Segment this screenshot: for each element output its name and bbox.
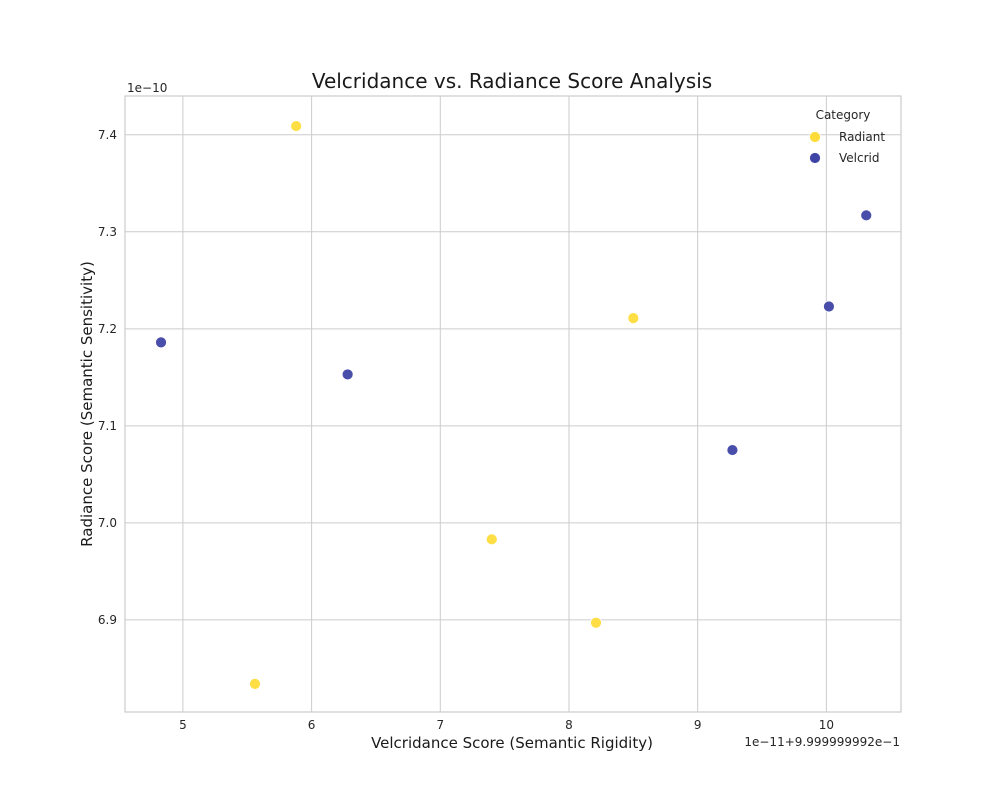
x-tick-label: 10 bbox=[819, 718, 834, 732]
data-point-radiant bbox=[485, 533, 498, 546]
data-point-velcrid bbox=[860, 209, 873, 222]
legend-label-radiant: Radiant bbox=[839, 130, 885, 144]
x-tick-label: 5 bbox=[179, 718, 187, 732]
chart-title: Velcridance vs. Radiance Score Analysis bbox=[312, 69, 712, 93]
legend-label-velcrid: Velcrid bbox=[839, 151, 879, 165]
data-points bbox=[155, 120, 873, 690]
legend: Category Radiant Velcrid bbox=[809, 108, 885, 165]
x-offset-label: 1e−11+9.999999992e−1 bbox=[744, 735, 900, 749]
y-tick-label: 7.2 bbox=[98, 322, 117, 336]
data-point-radiant bbox=[290, 120, 303, 132]
data-point-radiant bbox=[590, 616, 602, 629]
y-axis-label: Radiance Score (Semantic Sensitivity) bbox=[78, 261, 96, 547]
legend-marker-velcrid bbox=[809, 152, 821, 164]
x-axis-label: Velcridance Score (Semantic Rigidity) bbox=[371, 734, 653, 752]
y-tick-labels: 6.9 7.0 7.1 7.2 7.3 7.4 bbox=[98, 128, 117, 627]
y-tick-label: 7.3 bbox=[98, 225, 117, 239]
data-point-velcrid bbox=[726, 444, 739, 456]
x-tick-labels: 5 6 7 8 9 10 bbox=[179, 718, 834, 732]
y-tick-label: 7.1 bbox=[98, 419, 117, 433]
data-point-radiant bbox=[249, 677, 261, 690]
x-tick-label: 6 bbox=[308, 718, 316, 732]
y-tick-label: 7.0 bbox=[98, 516, 117, 530]
data-point-velcrid bbox=[823, 300, 835, 313]
x-tick-label: 8 bbox=[565, 718, 573, 732]
y-offset-label: 1e−10 bbox=[127, 81, 167, 95]
legend-title: Category bbox=[816, 108, 871, 122]
data-point-radiant bbox=[627, 312, 640, 325]
y-tick-label: 7.4 bbox=[98, 128, 117, 142]
x-tick-label: 9 bbox=[694, 718, 702, 732]
data-point-velcrid bbox=[341, 368, 354, 381]
grid-layer bbox=[125, 96, 901, 712]
plot-area-frame bbox=[124, 95, 902, 713]
legend-items: Radiant Velcrid bbox=[809, 130, 885, 165]
legend-marker-radiant bbox=[809, 131, 821, 143]
y-tick-label: 6.9 bbox=[98, 613, 117, 627]
x-tick-label: 7 bbox=[436, 718, 444, 732]
data-point-velcrid bbox=[155, 336, 167, 349]
